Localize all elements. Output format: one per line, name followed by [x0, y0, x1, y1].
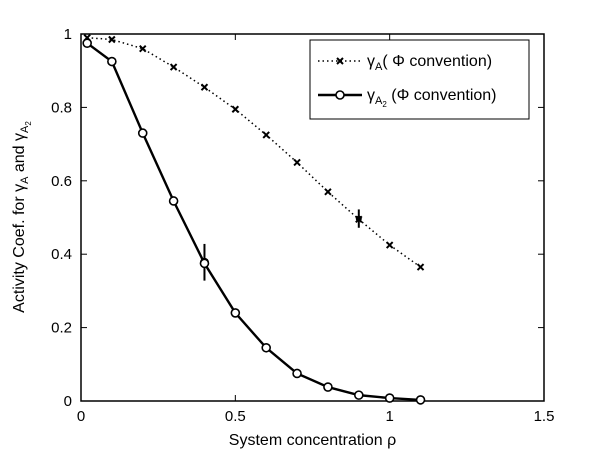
data-point [293, 158, 301, 167]
legend-entry-2: γA2 (Φ convention) [367, 87, 497, 109]
x-tick-label: 1 [385, 408, 393, 425]
data-point [292, 368, 302, 379]
legend-entry-1: γA( Φ convention) [367, 53, 492, 73]
data-point [230, 308, 241, 318]
data-point [324, 188, 332, 196]
legend-marker-2 [335, 90, 345, 100]
legend: γA( Φ convention) γA2 (Φ convention) [309, 39, 530, 120]
data-point [353, 390, 364, 400]
data-point [169, 63, 178, 71]
data-point [323, 382, 333, 392]
data-point [107, 56, 117, 67]
legend-box [309, 39, 530, 120]
data-point [168, 196, 179, 206]
y-tick-label: 0.2 [51, 320, 72, 337]
y-tick-label: 1 [64, 26, 72, 43]
y-tick-label: 0 [64, 393, 72, 410]
data-point [261, 342, 272, 353]
data-point [262, 131, 270, 139]
data-point [108, 35, 116, 44]
series-1 [83, 33, 425, 271]
y-axis-label: Activity Coef. for γA and γA2 [11, 121, 33, 313]
data-point [82, 38, 92, 48]
data-point [139, 44, 147, 53]
y-tick-label: 0.8 [51, 99, 72, 116]
axis-ticks: 0 0.5 1 1.5 0 0.2 0.4 0.6 0.8 1 [51, 26, 554, 425]
x-tick-label: 0.5 [225, 408, 246, 425]
x-tick-label: 0 [77, 408, 85, 425]
data-point [355, 215, 363, 224]
y-tick-label: 0.4 [51, 246, 72, 263]
data-point [384, 393, 395, 403]
data-point [200, 83, 209, 91]
x-axis-label: System concentration ρ [229, 432, 396, 449]
x-tick-label: 1.5 [534, 408, 555, 425]
series-line [86, 42, 421, 402]
series-2 [82, 38, 426, 405]
data-point [199, 258, 210, 269]
data-point [415, 395, 426, 405]
data-point [231, 105, 240, 113]
data-point [385, 241, 394, 249]
data-point [416, 263, 425, 271]
y-tick-label: 0.6 [51, 173, 72, 190]
data-point [137, 128, 148, 138]
legend-samples [318, 57, 362, 100]
legend-marker-1 [336, 57, 344, 65]
series-layer [82, 33, 426, 405]
